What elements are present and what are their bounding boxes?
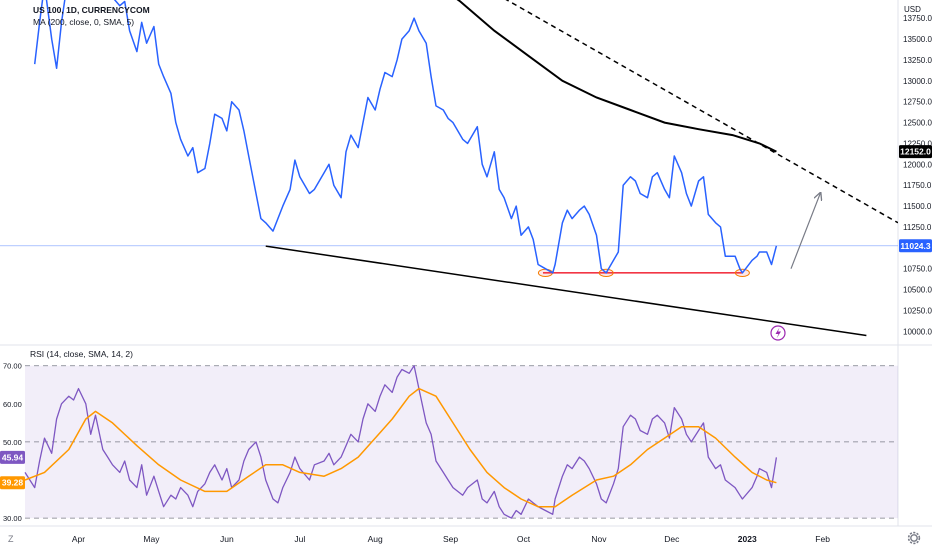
- price-tick-label: 11250.0: [903, 223, 932, 232]
- ma-last-value-label: 12152.0: [900, 147, 931, 157]
- price-labels: 12152.0 11024.3 45.94 39.28: [0, 145, 932, 490]
- price-tick-label: 12250.0: [903, 139, 932, 148]
- time-tick-label: Jun: [220, 534, 234, 544]
- time-tick-label: Feb: [815, 534, 830, 544]
- price-tick-label: 11500.0: [903, 202, 932, 211]
- price-tick-label: 10750.0: [903, 265, 932, 274]
- rsi-last-value-label-background: [0, 450, 25, 464]
- rsi-ma-last-value-label: 39.28: [2, 478, 24, 488]
- rsi-pane[interactable]: [0, 348, 898, 526]
- ma-last-value-label-background: [899, 145, 932, 159]
- rsi-ma-last-value-label-background: [0, 476, 25, 490]
- price-tick-label: 13500.0: [903, 35, 932, 44]
- price-tick-label: 13750.0: [903, 14, 932, 23]
- time-tick-label: Dec: [664, 534, 680, 544]
- z-icon[interactable]: Z: [8, 534, 14, 544]
- time-tick-label: Jul: [294, 534, 305, 544]
- price-tick-label: 11750.0: [903, 181, 932, 190]
- time-tick-label: Apr: [72, 534, 85, 544]
- price-tick-label: 13250.0: [903, 56, 932, 65]
- price-tick-label: 10000.0: [903, 327, 932, 336]
- lightning-icon[interactable]: [770, 325, 786, 341]
- rsi-tick-label: 70.00: [3, 362, 22, 371]
- price-line: [33, 0, 778, 274]
- time-tick-label: Sep: [443, 534, 458, 544]
- ma-200-line: [456, 0, 777, 153]
- highlighted-low-marker: [537, 268, 553, 277]
- rsi-tick-label: 30.00: [3, 514, 22, 523]
- price-tick-label: 10250.0: [903, 306, 932, 315]
- time-tick-label: May: [143, 534, 160, 544]
- last-price-value-label-background: [899, 239, 932, 253]
- price-tick-label: 12000.0: [903, 160, 932, 169]
- price-tick-label: 12750.0: [903, 98, 932, 107]
- ma-legend[interactable]: MA (200, close, 0, SMA, 5): [33, 17, 134, 27]
- rsi-legend[interactable]: RSI (14, close, SMA, 14, 2): [30, 349, 133, 359]
- rsi-tick-label: 50.00: [3, 438, 22, 447]
- rsi-tick-label: 60.00: [3, 400, 22, 409]
- price-tick-label: 13000.0: [903, 77, 932, 86]
- currency-label: USD: [904, 5, 921, 14]
- symbol-legend[interactable]: US 100, 1D, CURRENCYCOM: [33, 5, 150, 15]
- time-tick-label: Aug: [368, 534, 383, 544]
- price-tick-label: 10500.0: [903, 286, 932, 295]
- price-tick-label: 12500.0: [903, 119, 932, 128]
- last-price-value-label: 11024.3: [900, 241, 931, 251]
- lower-support-trendline: [265, 245, 867, 337]
- time-tick-label: Oct: [517, 534, 531, 544]
- price-plot: [0, 0, 898, 337]
- time-tick-label: Nov: [591, 534, 607, 544]
- price-pane[interactable]: [0, 0, 898, 343]
- rsi-last-value-label: 45.94: [2, 452, 24, 462]
- rsi-plot: [24, 365, 898, 519]
- rsi-ma-line: [24, 387, 777, 508]
- time-tick-label: 2023: [738, 534, 757, 544]
- rsi-line: [24, 365, 778, 519]
- gear-icon[interactable]: [907, 531, 921, 545]
- projection-arrow-trendline: [790, 194, 820, 269]
